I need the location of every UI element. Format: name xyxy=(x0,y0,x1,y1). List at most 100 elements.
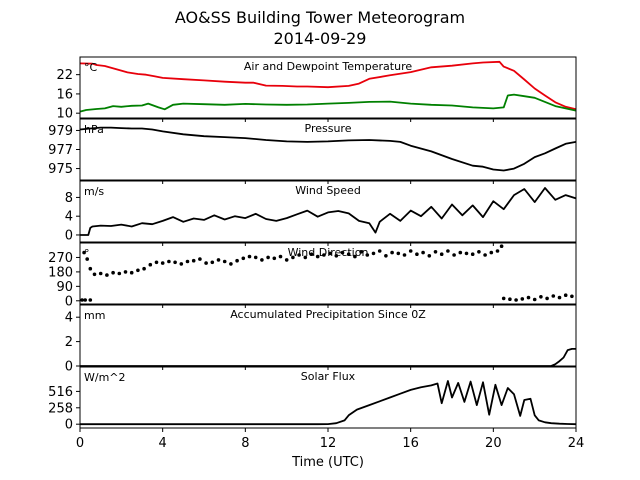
panel-4-point-61 xyxy=(433,250,438,254)
panel-1-series-dewpoint xyxy=(79,93,577,113)
xtick-label-6: 24 xyxy=(568,436,585,451)
panel-4-point-49 xyxy=(359,250,363,254)
panel-4-point-2 xyxy=(88,298,93,302)
panel-4-point-47 xyxy=(346,252,351,256)
panel-4-point-36 xyxy=(278,254,283,259)
xtick-label-3: 12 xyxy=(320,436,337,451)
panel-4-point-40 xyxy=(303,255,308,260)
panel-4-point-9 xyxy=(111,270,115,275)
panel-4-point-19 xyxy=(173,260,177,265)
panel-4-point-60 xyxy=(427,254,432,258)
panel-2-ytick-label-0: 975 xyxy=(48,162,73,177)
panel-4-point-32 xyxy=(253,255,258,260)
panel-3-series-line xyxy=(80,187,577,236)
panel-4-point-46 xyxy=(340,250,345,255)
panel-4-point-66 xyxy=(464,251,469,256)
panel-4-point-73 xyxy=(501,296,506,301)
panel-5-unit: mm xyxy=(84,309,105,322)
panel-4-point-20 xyxy=(179,262,184,266)
panel-4-point-37 xyxy=(284,258,289,262)
panel-4-point-6 xyxy=(92,272,97,277)
panel-4-point-83 xyxy=(563,293,568,298)
panel-4-point-78 xyxy=(532,297,537,302)
panel-4-point-7 xyxy=(98,271,103,276)
panel-4-point-70 xyxy=(489,250,494,255)
panel-4-point-12 xyxy=(129,270,134,275)
panel-6-ytick-label-2: 516 xyxy=(48,385,73,400)
panel-4-point-79 xyxy=(539,295,543,299)
panel-4-point-10 xyxy=(117,271,122,276)
panel-4-point-24 xyxy=(204,261,208,265)
panel-4-point-44 xyxy=(328,251,332,256)
panel-4-point-1 xyxy=(83,298,87,302)
panel-5-ytick-label-2: 4 xyxy=(65,311,73,326)
panel-4-point-22 xyxy=(191,258,196,263)
panel-6-ytick-label-0: 0 xyxy=(65,418,73,433)
panel-4-ytick-label-1: 90 xyxy=(56,280,73,295)
panel-4-point-42 xyxy=(315,254,320,259)
panel-3-ytick-label-1: 4 xyxy=(65,210,73,225)
panel-4-point-63 xyxy=(446,249,450,253)
panel-4-point-64 xyxy=(452,253,456,257)
panel-4-point-75 xyxy=(514,298,518,302)
panel-4-point-30 xyxy=(241,256,246,261)
panel-4-ytick-label-3: 270 xyxy=(48,251,73,266)
panel-4-point-54 xyxy=(390,250,394,255)
panel-4-point-35 xyxy=(272,256,277,261)
panel-4-point-34 xyxy=(266,255,270,260)
panel-2-series-line xyxy=(79,126,577,172)
panel-4-point-16 xyxy=(154,260,159,265)
panel-4-point-25 xyxy=(210,260,215,265)
panel-4-point-11 xyxy=(123,270,128,274)
panel-4-point-27 xyxy=(222,259,227,264)
panel-2-unit: hPa xyxy=(84,123,104,136)
panel-4-point-56 xyxy=(402,253,407,257)
panel-4-point-82 xyxy=(557,295,562,300)
panel-4-point-3 xyxy=(82,250,86,255)
panel-4-point-59 xyxy=(421,250,425,255)
panel-3-ytick-label-2: 8 xyxy=(65,191,73,206)
figure-title: AO&SS Building Tower Meteorogram xyxy=(174,8,466,27)
panel-4-point-65 xyxy=(458,250,463,255)
panel-4-point-55 xyxy=(396,251,401,256)
panel-4-point-5 xyxy=(88,266,93,271)
panel-4-point-57 xyxy=(408,249,413,253)
panel-2-ytick-label-2: 979 xyxy=(48,124,73,139)
panel-1-ytick-label-2: 22 xyxy=(56,68,73,83)
xtick-label-5: 20 xyxy=(485,436,502,451)
panel-4-point-58 xyxy=(415,252,419,256)
panel-5-ytick-label-1: 2 xyxy=(65,335,73,350)
panel-5-title: Accumulated Precipitation Since 0Z xyxy=(230,308,426,321)
panel-4-point-26 xyxy=(216,258,221,262)
panel-4-point-41 xyxy=(309,252,314,256)
panel-5-ytick-label-0: 0 xyxy=(65,360,73,375)
panel-4-point-77 xyxy=(526,295,531,300)
panel-4-point-29 xyxy=(235,258,239,263)
panel-4-point-53 xyxy=(384,254,388,258)
panel-1-title: Air and Dewpoint Temperature xyxy=(244,60,412,73)
panel-4-point-72 xyxy=(499,244,504,248)
panel-4-point-4 xyxy=(85,257,89,261)
panel-6-unit: W/m^2 xyxy=(84,371,126,384)
panel-4-point-15 xyxy=(148,262,153,267)
panel-4-point-62 xyxy=(439,252,444,256)
panel-1-ytick-label-0: 10 xyxy=(56,107,73,122)
panel-4-point-81 xyxy=(551,294,556,298)
figure-date: 2014-09-29 xyxy=(273,29,367,48)
panel-4-title: Wind Direction xyxy=(288,246,369,259)
panel-4-point-51 xyxy=(371,251,376,256)
panel-4-point-38 xyxy=(291,255,295,260)
panel-4-point-71 xyxy=(495,249,500,253)
panel-4-point-84 xyxy=(570,294,574,299)
xtick-label-4: 16 xyxy=(402,436,419,451)
panel-4-point-74 xyxy=(508,297,512,302)
panel-4-point-80 xyxy=(545,296,549,301)
panel-4-ytick-label-0: 0 xyxy=(65,294,73,309)
panel-4-point-0 xyxy=(80,298,84,302)
panel-4-point-69 xyxy=(483,253,487,257)
panel-3-unit: m/s xyxy=(84,185,104,198)
panel-1-unit: °C xyxy=(84,61,98,74)
x-axis-label: Time (UTC) xyxy=(291,455,364,470)
panel-4-point-21 xyxy=(185,259,190,264)
